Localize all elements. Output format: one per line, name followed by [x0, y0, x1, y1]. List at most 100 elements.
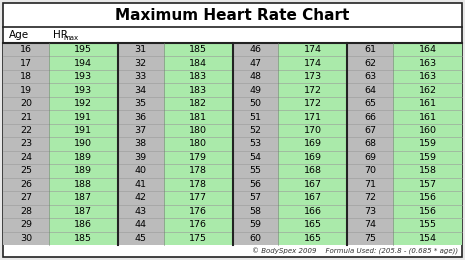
Text: 67: 67: [364, 126, 376, 135]
Text: 167: 167: [304, 193, 322, 202]
Text: 158: 158: [418, 166, 437, 176]
Bar: [347, 43, 393, 56]
Text: 167: 167: [304, 180, 322, 189]
Bar: [279, 110, 347, 124]
Text: 161: 161: [418, 113, 437, 122]
Text: 25: 25: [20, 166, 32, 176]
Text: 188: 188: [74, 180, 93, 189]
Bar: [279, 178, 347, 191]
Text: 193: 193: [74, 72, 93, 81]
Text: 49: 49: [249, 86, 261, 95]
Text: 160: 160: [418, 126, 437, 135]
Bar: [279, 205, 347, 218]
Bar: [232, 178, 279, 191]
Text: 180: 180: [189, 140, 207, 148]
Bar: [3, 232, 49, 245]
Text: 41: 41: [135, 180, 146, 189]
Bar: [347, 232, 393, 245]
Text: 69: 69: [364, 153, 376, 162]
Text: 161: 161: [418, 99, 437, 108]
Text: 59: 59: [249, 220, 261, 229]
Bar: [118, 205, 164, 218]
Bar: [118, 232, 164, 245]
Text: 156: 156: [418, 193, 437, 202]
Bar: [347, 191, 393, 205]
Text: 45: 45: [135, 234, 146, 243]
Bar: [118, 124, 164, 137]
Bar: [393, 151, 462, 164]
Bar: [49, 178, 118, 191]
Text: 64: 64: [364, 86, 376, 95]
Bar: [232, 205, 279, 218]
Bar: [232, 97, 279, 110]
Text: 43: 43: [135, 207, 147, 216]
Bar: [3, 205, 49, 218]
Bar: [279, 83, 347, 97]
Text: 154: 154: [418, 234, 437, 243]
Bar: [118, 191, 164, 205]
Bar: [393, 70, 462, 83]
Text: 21: 21: [20, 113, 32, 122]
Bar: [232, 151, 279, 164]
Bar: [3, 151, 49, 164]
Text: 48: 48: [249, 72, 261, 81]
Bar: [118, 218, 164, 232]
Text: 50: 50: [249, 99, 261, 108]
Bar: [3, 137, 49, 151]
Text: 163: 163: [418, 72, 437, 81]
Bar: [232, 191, 279, 205]
Bar: [232, 232, 279, 245]
Bar: [3, 56, 49, 70]
Text: © BodySpex 2009    Formula Used: (205.8 - (0.685 * age)): © BodySpex 2009 Formula Used: (205.8 - (…: [252, 248, 458, 255]
Bar: [49, 83, 118, 97]
Text: 39: 39: [135, 153, 147, 162]
Text: max: max: [63, 35, 78, 41]
Text: 176: 176: [189, 220, 207, 229]
Text: 46: 46: [249, 45, 261, 54]
Text: 169: 169: [304, 153, 322, 162]
Text: 68: 68: [364, 140, 376, 148]
Bar: [279, 151, 347, 164]
Text: 62: 62: [364, 59, 376, 68]
Bar: [118, 164, 164, 178]
Bar: [393, 178, 462, 191]
Bar: [164, 43, 232, 56]
Bar: [118, 110, 164, 124]
Bar: [164, 97, 232, 110]
Bar: [279, 43, 347, 56]
Bar: [393, 137, 462, 151]
Text: Maximum Heart Rate Chart: Maximum Heart Rate Chart: [115, 8, 350, 23]
Text: 176: 176: [189, 207, 207, 216]
Text: 159: 159: [418, 140, 437, 148]
Text: 53: 53: [249, 140, 261, 148]
Text: 164: 164: [418, 45, 437, 54]
Bar: [3, 70, 49, 83]
Text: 17: 17: [20, 59, 32, 68]
Text: 178: 178: [189, 180, 207, 189]
Bar: [164, 70, 232, 83]
Text: 55: 55: [249, 166, 261, 176]
Bar: [347, 218, 393, 232]
Bar: [118, 70, 164, 83]
Text: 16: 16: [20, 45, 32, 54]
Bar: [164, 124, 232, 137]
Bar: [49, 218, 118, 232]
Bar: [393, 205, 462, 218]
Bar: [347, 137, 393, 151]
Bar: [393, 124, 462, 137]
Bar: [49, 56, 118, 70]
Text: 42: 42: [135, 193, 146, 202]
Bar: [279, 97, 347, 110]
Bar: [279, 137, 347, 151]
Text: 47: 47: [249, 59, 261, 68]
Bar: [347, 164, 393, 178]
Bar: [3, 178, 49, 191]
Bar: [347, 97, 393, 110]
Bar: [279, 218, 347, 232]
Text: 65: 65: [364, 99, 376, 108]
Bar: [232, 137, 279, 151]
Text: 179: 179: [189, 153, 207, 162]
Text: 174: 174: [304, 59, 322, 68]
Text: 185: 185: [189, 45, 207, 54]
Text: 165: 165: [304, 220, 322, 229]
